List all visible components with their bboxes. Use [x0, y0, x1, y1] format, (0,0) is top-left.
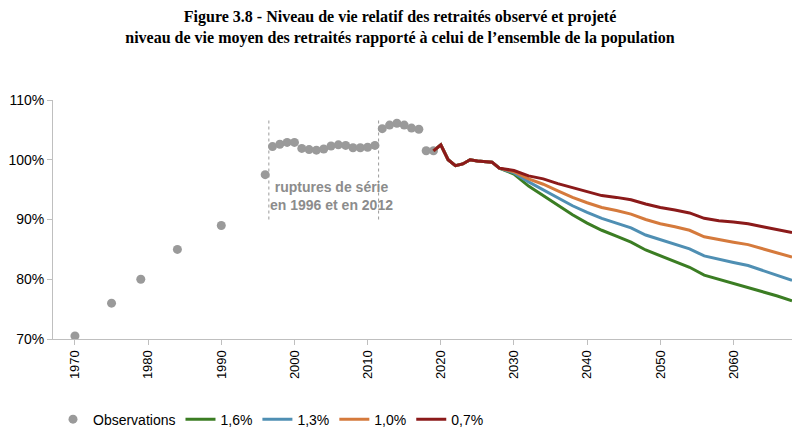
svg-text:100%: 100%: [8, 152, 44, 168]
svg-text:2020: 2020: [433, 350, 448, 379]
svg-text:1990: 1990: [214, 350, 229, 379]
svg-text:1,3%: 1,3%: [297, 412, 329, 428]
svg-text:1980: 1980: [140, 350, 155, 379]
svg-text:ruptures de sérieen 1996 et en: ruptures de sérieen 1996 et en 2012: [270, 179, 393, 213]
svg-text:0,7%: 0,7%: [451, 412, 483, 428]
svg-text:1,0%: 1,0%: [374, 412, 406, 428]
svg-text:2060: 2060: [726, 350, 741, 379]
svg-text:110%: 110%: [9, 92, 44, 108]
svg-text:80%: 80%: [16, 271, 44, 287]
svg-text:90%: 90%: [16, 211, 44, 227]
svg-text:70%: 70%: [16, 331, 44, 347]
svg-text:2000: 2000: [287, 350, 302, 379]
svg-text:2010: 2010: [360, 350, 375, 379]
svg-text:Observations: Observations: [93, 412, 175, 428]
svg-text:1970: 1970: [67, 350, 82, 379]
svg-text:Figure 3.8 - Niveau de vie rel: Figure 3.8 - Niveau de vie relatif des r…: [125, 8, 675, 47]
svg-text:2030: 2030: [506, 350, 521, 379]
svg-text:2050: 2050: [653, 350, 668, 379]
svg-text:2040: 2040: [579, 350, 594, 379]
svg-text:1,6%: 1,6%: [220, 412, 252, 428]
